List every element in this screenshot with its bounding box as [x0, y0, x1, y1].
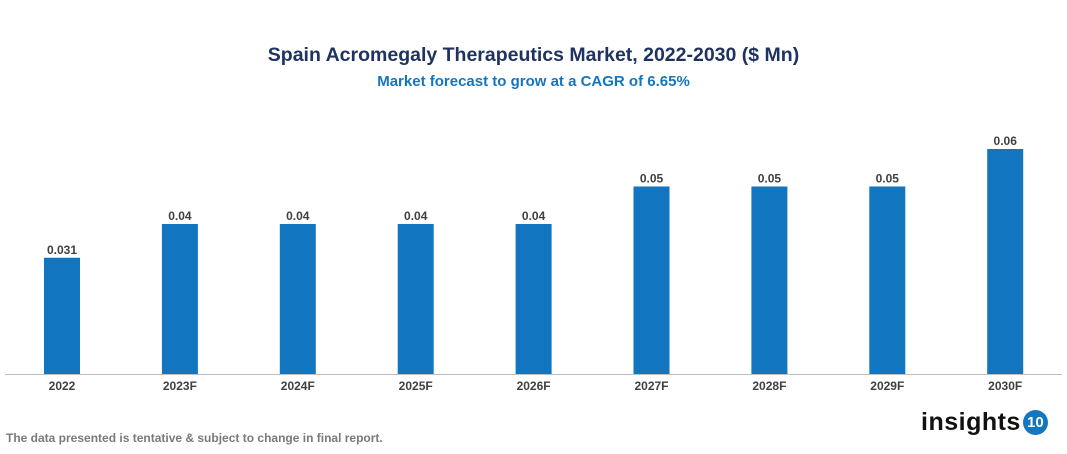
- bar: [515, 224, 552, 374]
- bar: [987, 149, 1024, 374]
- chart-subtitle: Market forecast to grow at a CAGR of 6.6…: [377, 73, 690, 90]
- x-tick-label: 2027F: [634, 379, 668, 393]
- x-tick-label: 2029F: [870, 379, 904, 393]
- footnote: The data presented is tentative & subjec…: [6, 431, 383, 445]
- x-tick-label: 2022: [49, 379, 76, 393]
- x-tick-label: 2028F: [752, 379, 786, 393]
- bar: [279, 224, 316, 374]
- data-label: 0.04: [522, 209, 546, 223]
- data-label: 0.05: [758, 172, 782, 186]
- data-label: 0.06: [994, 134, 1018, 148]
- data-label: 0.04: [404, 209, 428, 223]
- bar: [751, 186, 788, 374]
- x-tick-label: 2023F: [163, 379, 197, 393]
- logo-badge: 10: [1022, 410, 1048, 435]
- bar: [44, 257, 80, 374]
- insights10-logo: insights 10: [921, 408, 1048, 437]
- logo-word: insights: [921, 408, 1021, 436]
- x-tick-label: 2026F: [517, 379, 551, 393]
- x-tick-label: 2025F: [399, 379, 433, 393]
- bar: [633, 186, 670, 374]
- x-tick-label: 2030F: [988, 379, 1022, 393]
- bar: [397, 224, 434, 374]
- chart-title: Spain Acromegaly Therapeutics Market, 20…: [267, 44, 800, 66]
- bar: [161, 224, 198, 374]
- data-label: 0.05: [876, 172, 900, 186]
- bar: [869, 186, 906, 374]
- data-label: 0.04: [286, 209, 310, 223]
- x-tick-label: 2024F: [281, 379, 315, 393]
- data-label: 0.031: [47, 243, 77, 257]
- data-label: 0.04: [168, 209, 192, 223]
- data-label: 0.05: [640, 172, 664, 186]
